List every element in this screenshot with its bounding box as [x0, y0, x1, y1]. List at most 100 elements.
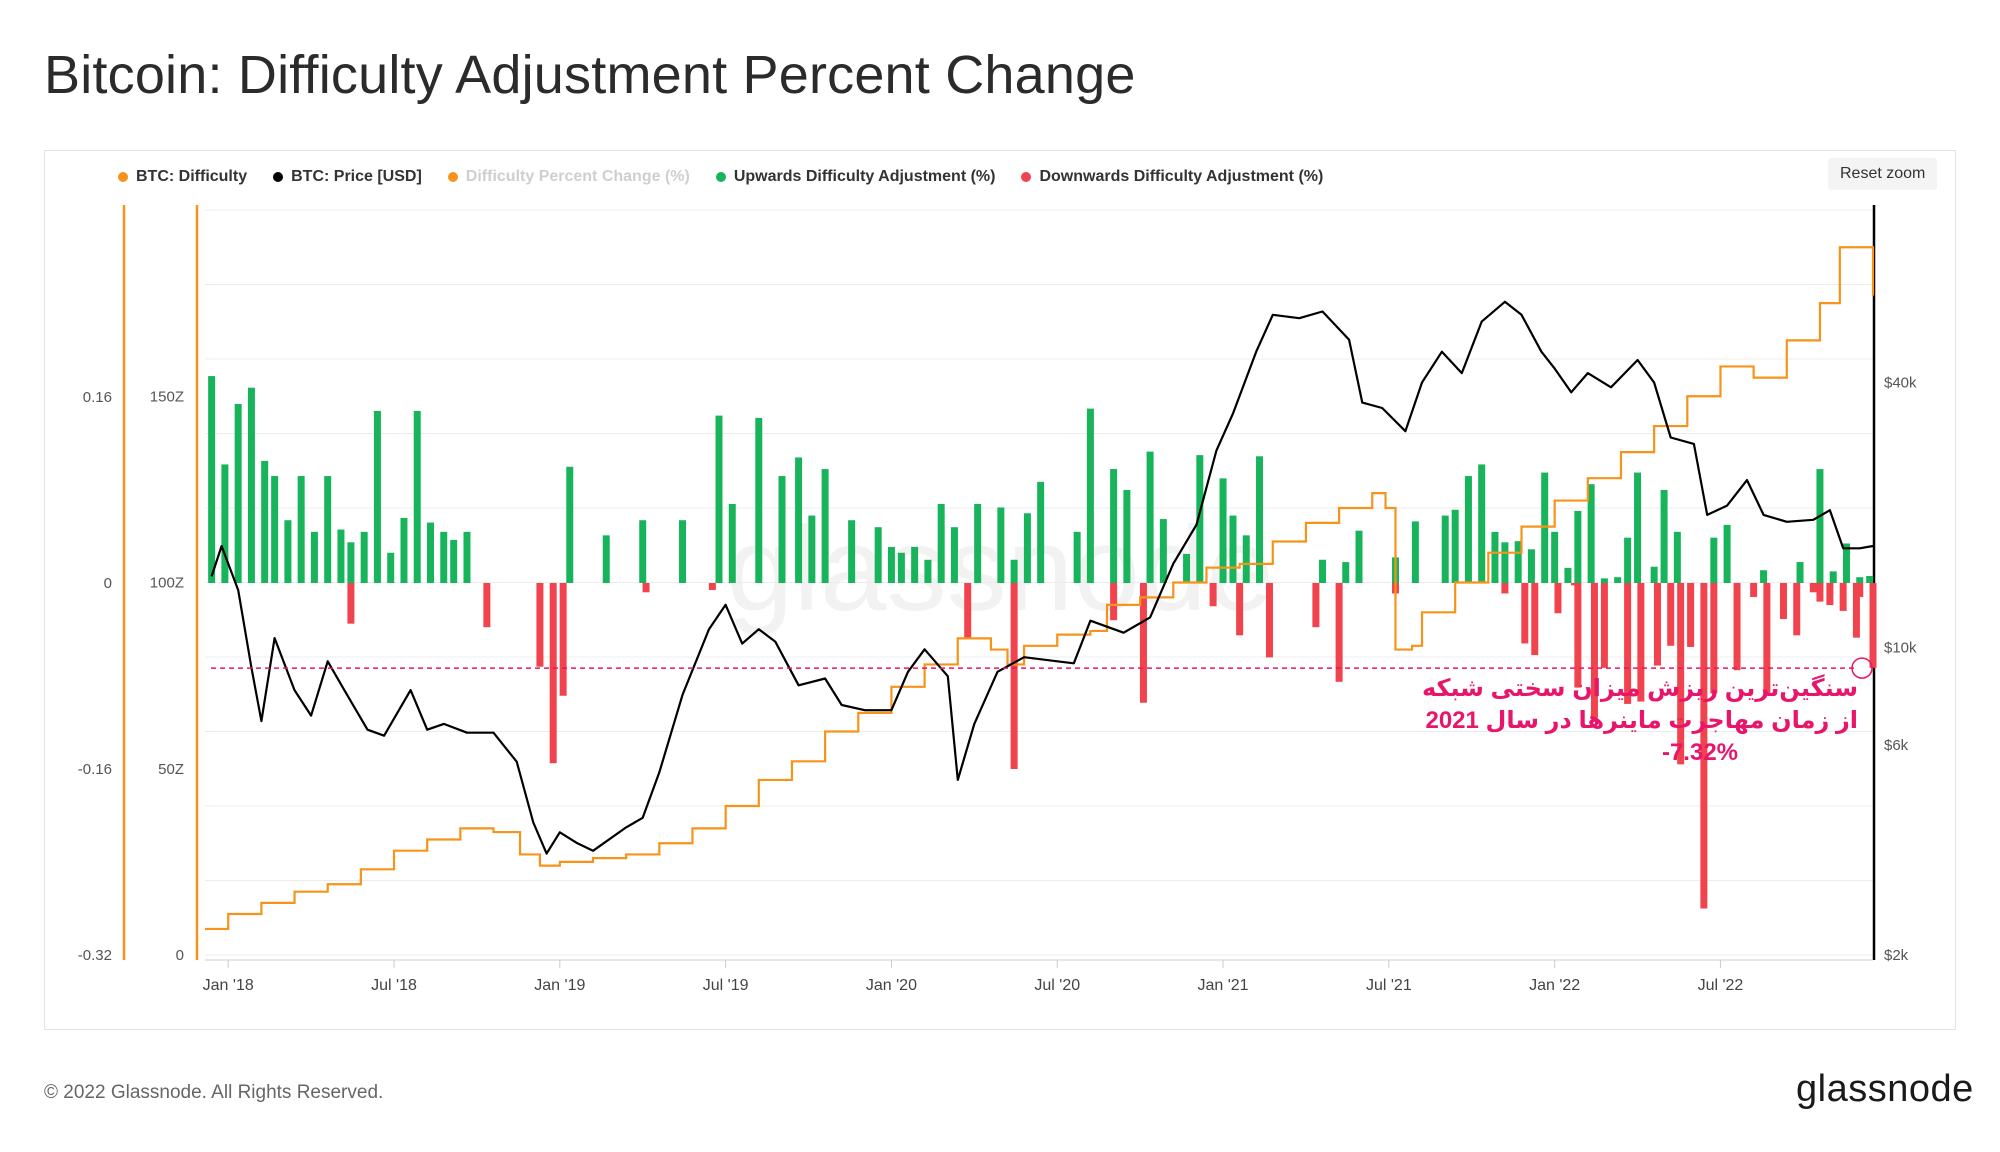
- upward-adjustment-bar: [1073, 531, 1081, 583]
- downward-adjustment-bar: [1779, 583, 1787, 620]
- upward-adjustment-bar: [1110, 469, 1118, 583]
- upward-adjustment-bar: [639, 520, 647, 583]
- upward-adjustment-bar: [310, 531, 318, 583]
- upward-adjustment-bar: [337, 529, 345, 583]
- page-title: Bitcoin: Difficulty Adjustment Percent C…: [44, 45, 1136, 105]
- downward-adjustment-bar: [1733, 583, 1741, 671]
- upward-adjustment-bar: [450, 539, 458, 583]
- legend-item-difficulty[interactable]: BTC: Difficulty: [118, 168, 247, 186]
- legend-dot-icon: [273, 172, 284, 182]
- upward-adjustment-bar: [1023, 513, 1031, 583]
- upward-adjustment-bar: [284, 520, 292, 583]
- upward-adjustment-bar: [778, 476, 786, 583]
- downward-adjustment-bar: [1600, 583, 1608, 668]
- y-tick-price: $40k: [1884, 374, 1917, 391]
- upward-adjustment-bar: [1229, 515, 1237, 583]
- upward-adjustment-bar: [360, 531, 368, 583]
- downward-adjustment-bar: [1335, 583, 1343, 682]
- x-tick-label: Jul '19: [703, 977, 749, 994]
- x-tick-label: Jan '21: [1197, 977, 1248, 994]
- upward-adjustment-bar: [1856, 577, 1864, 583]
- downward-adjustment-bar: [559, 583, 567, 696]
- upward-adjustment-bar: [387, 552, 395, 583]
- y-tick-percent: 0: [104, 575, 112, 592]
- upward-adjustment-bar: [715, 415, 723, 583]
- upward-adjustment-bar: [1514, 541, 1522, 583]
- legend-item-price[interactable]: BTC: Price [USD]: [273, 168, 422, 186]
- legend-label: BTC: Difficulty: [136, 168, 248, 185]
- y-tick-difficulty: 50Z: [158, 761, 184, 778]
- upward-adjustment-bar: [1829, 571, 1837, 583]
- legend-item-percent-change[interactable]: Difficulty Percent Change (%): [447, 168, 690, 186]
- downward-adjustment-bar: [1710, 583, 1718, 694]
- upward-adjustment-bar: [1010, 559, 1018, 583]
- upward-adjustment-bar: [1256, 456, 1264, 583]
- upward-adjustment-bar: [924, 559, 932, 583]
- downward-adjustment-bar: [1624, 583, 1632, 704]
- upward-adjustment-bar: [808, 515, 816, 583]
- downward-adjustment-bar: [1590, 583, 1598, 718]
- upward-adjustment-bar: [1866, 576, 1874, 583]
- upward-adjustment-bar: [1183, 553, 1191, 583]
- upward-adjustment-bar: [950, 527, 958, 583]
- x-tick-label: Jul '21: [1366, 977, 1412, 994]
- x-tick-label: Jul '22: [1698, 977, 1744, 994]
- upward-adjustment-bar: [373, 410, 381, 583]
- upward-adjustment-bar: [234, 403, 242, 583]
- downward-adjustment-bar: [642, 583, 650, 593]
- legend-dot-icon: [447, 172, 458, 182]
- downward-adjustment-bar: [1653, 583, 1661, 666]
- annotation-text-line: از زمان مهاجرت ماینرها در سال 2021: [1425, 707, 1858, 734]
- upward-adjustment-bar: [440, 531, 448, 583]
- upward-adjustment-bar: [679, 520, 687, 583]
- upward-adjustment-bar: [937, 503, 945, 583]
- downward-adjustment-bar: [708, 583, 716, 590]
- downward-adjustment-bar: [1869, 583, 1877, 668]
- upward-adjustment-bar: [1491, 531, 1499, 583]
- legend-item-upwards[interactable]: Upwards Difficulty Adjustment (%): [715, 168, 995, 186]
- downward-adjustment-bar: [1750, 583, 1758, 597]
- upward-adjustment-bar: [1242, 535, 1250, 583]
- downward-adjustment-bar: [1856, 583, 1864, 597]
- upward-adjustment-bar: [426, 522, 434, 583]
- annotation-text-line: سنگین‌ترین ریزش میزان سختی شبکه: [1422, 674, 1858, 702]
- upward-adjustment-bar: [1816, 469, 1824, 583]
- upward-adjustment-bar: [208, 376, 216, 583]
- upward-adjustment-bar: [1501, 542, 1509, 583]
- chart-panel: [44, 150, 1956, 1030]
- downward-adjustment-bar: [1574, 583, 1582, 688]
- upward-adjustment-bar: [1478, 464, 1486, 583]
- upward-adjustment-bar: [1086, 408, 1094, 583]
- upward-adjustment-bar: [1564, 567, 1572, 583]
- legend-dot-icon: [715, 172, 726, 182]
- y-tick-price: $10k: [1884, 639, 1917, 656]
- upward-adjustment-bar: [1541, 472, 1549, 583]
- upward-adjustment-bar: [848, 520, 856, 583]
- upward-adjustment-bar: [1587, 484, 1595, 583]
- upward-adjustment-bar: [1574, 510, 1582, 583]
- downward-adjustment-bar: [1501, 583, 1509, 594]
- price-line: [210, 300, 1874, 855]
- upward-adjustment-bar: [1673, 531, 1681, 583]
- upward-adjustment-bar: [795, 457, 803, 583]
- x-tick-label: Jan '20: [866, 977, 917, 994]
- legend-dot-icon: [118, 172, 128, 182]
- upward-adjustment-bar: [1196, 455, 1204, 583]
- legend-item-downwards[interactable]: Downwards Difficulty Adjustment (%): [1021, 168, 1323, 186]
- downward-adjustment-bar: [536, 583, 544, 667]
- upward-adjustment-bar: [1355, 530, 1363, 583]
- reset-zoom-button[interactable]: Reset zoom: [1828, 158, 1938, 190]
- upward-adjustment-bar: [324, 476, 332, 583]
- upward-adjustment-bar: [1723, 524, 1731, 583]
- downward-adjustment-bar: [1236, 583, 1244, 636]
- upward-adjustment-bar: [1842, 543, 1850, 583]
- upward-adjustment-bar: [974, 503, 982, 583]
- upward-adjustment-bar: [1319, 559, 1327, 583]
- downward-adjustment-bar: [1763, 583, 1771, 694]
- downward-adjustment-bar: [1687, 583, 1695, 647]
- upward-adjustment-bar: [463, 531, 471, 583]
- downward-adjustment-bar: [347, 583, 355, 624]
- upward-adjustment-bar: [1650, 566, 1658, 583]
- upward-adjustment-bar: [1760, 570, 1768, 583]
- upward-adjustment-bar: [874, 527, 882, 583]
